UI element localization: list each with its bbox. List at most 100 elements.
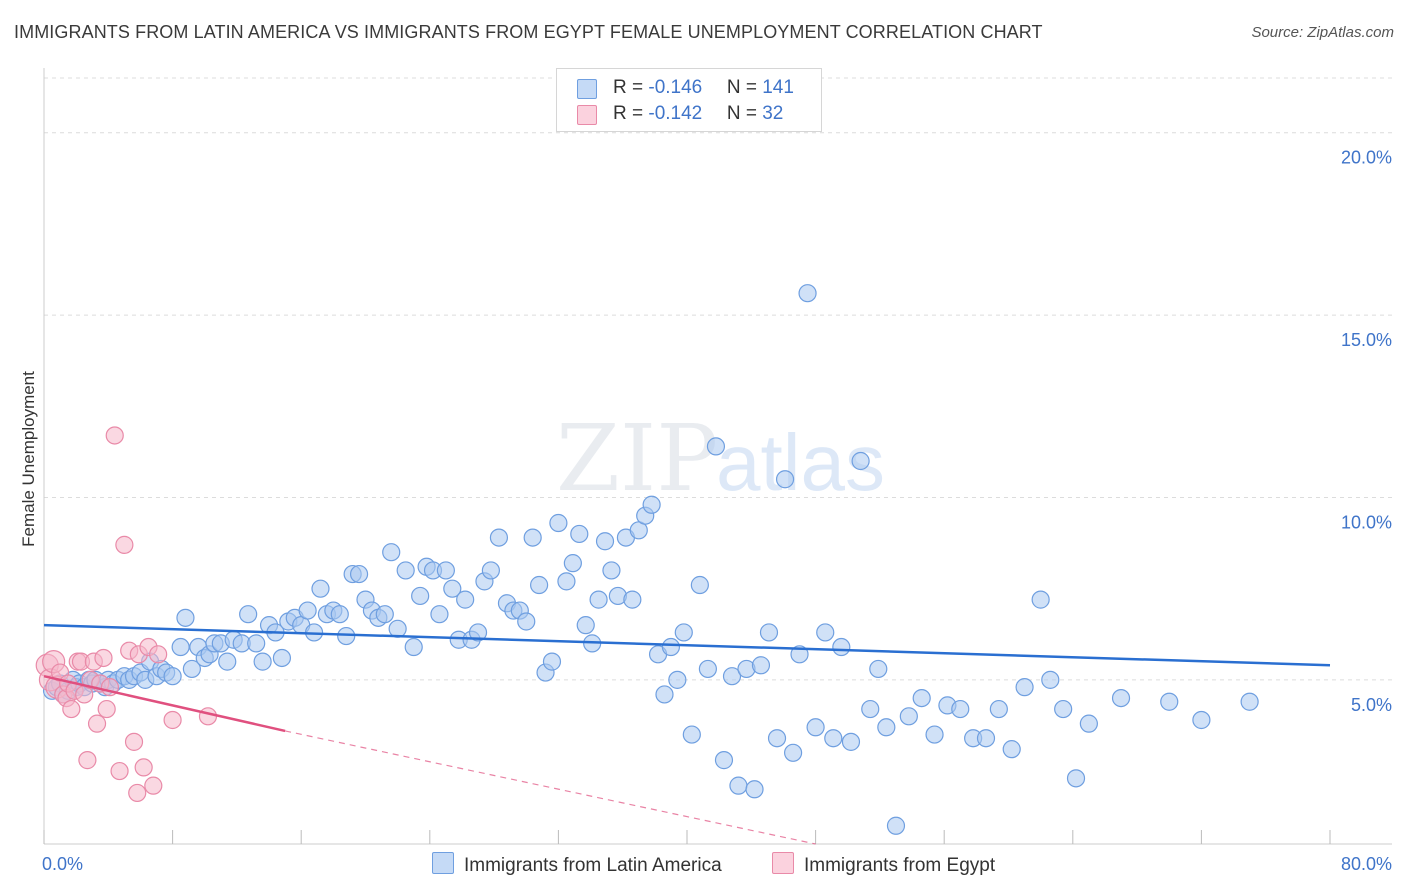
- point-latin-america: [706, 437, 726, 456]
- point-latin-america: [682, 725, 701, 744]
- point-latin-america: [1160, 692, 1179, 711]
- point-latin-america: [570, 524, 589, 544]
- n-label: N =: [726, 77, 763, 98]
- point-latin-america: [1002, 740, 1021, 759]
- point-egypt: [163, 710, 182, 730]
- point-latin-america: [595, 532, 615, 551]
- point-latin-america: [767, 729, 787, 748]
- trend-line-latin-america: [43, 623, 1331, 667]
- point-latin-america: [759, 623, 779, 642]
- point-latin-america: [1031, 590, 1050, 609]
- point-latin-america: [549, 513, 568, 533]
- point-latin-america: [951, 699, 970, 719]
- axes: [43, 68, 1392, 845]
- data-points: [35, 284, 1259, 835]
- point-latin-america: [1054, 699, 1073, 719]
- point-latin-america: [989, 699, 1008, 719]
- point-latin-america: [176, 608, 195, 627]
- point-egypt: [149, 645, 168, 664]
- y-tick-label: 5.0%: [1351, 695, 1392, 715]
- point-latin-america: [589, 590, 608, 609]
- legend-swatch-latin-america: [432, 852, 454, 874]
- point-latin-america: [239, 605, 258, 624]
- point-latin-america: [404, 637, 423, 657]
- r-label: R =: [613, 103, 649, 124]
- point-latin-america: [456, 590, 475, 609]
- n-value: 141: [762, 77, 794, 98]
- point-egypt: [144, 776, 163, 795]
- point-latin-america: [523, 528, 542, 547]
- point-latin-america: [824, 729, 843, 748]
- point-latin-america: [1015, 678, 1034, 697]
- chart-title: IMMIGRANTS FROM LATIN AMERICA VS IMMIGRA…: [14, 22, 1043, 42]
- point-latin-america: [563, 554, 582, 573]
- point-egypt: [105, 426, 124, 445]
- point-latin-america: [729, 776, 748, 795]
- point-latin-america: [218, 652, 237, 671]
- point-latin-america: [298, 601, 317, 620]
- point-latin-america: [668, 670, 687, 689]
- point-latin-america: [602, 561, 621, 580]
- point-latin-america: [886, 816, 906, 835]
- point-latin-america: [832, 637, 851, 657]
- point-latin-america: [171, 637, 190, 657]
- point-latin-america: [436, 561, 455, 580]
- point-latin-america: [272, 648, 292, 668]
- point-latin-america: [816, 623, 835, 642]
- point-latin-america: [1240, 692, 1259, 711]
- point-latin-america: [182, 659, 201, 679]
- point-latin-america: [253, 652, 272, 671]
- point-egypt: [198, 707, 218, 726]
- point-latin-america: [1111, 688, 1131, 708]
- source-credit: Source: ZipAtlas.com: [1251, 24, 1394, 41]
- point-latin-america: [806, 718, 825, 737]
- gridlines: [44, 77, 1392, 681]
- point-latin-america: [163, 667, 182, 686]
- n-value: 32: [762, 103, 784, 124]
- point-egypt: [62, 699, 81, 719]
- trend-line-egypt-extension: [284, 730, 816, 845]
- point-egypt: [97, 699, 116, 719]
- point-latin-america: [349, 564, 369, 584]
- point-latin-america: [396, 561, 415, 580]
- y-tick-label: 20.0%: [1341, 148, 1392, 168]
- point-latin-america: [337, 626, 356, 646]
- y-axis-label: Female Unemployment: [19, 371, 38, 547]
- x-tick-label: 0.0%: [42, 854, 83, 874]
- point-latin-america: [714, 751, 734, 770]
- point-latin-america: [375, 605, 394, 624]
- x-tick-label: 80.0%: [1341, 854, 1392, 874]
- point-latin-america: [247, 634, 266, 653]
- point-latin-america: [576, 616, 595, 635]
- point-latin-america: [661, 637, 681, 657]
- point-latin-america: [330, 605, 349, 624]
- point-latin-america: [642, 495, 661, 514]
- correlation-legend: R = -0.146 N = 141 R = -0.142 N = 32: [556, 68, 822, 132]
- legend-label: Immigrants from Latin America: [464, 855, 722, 876]
- legend-label: Immigrants from Egypt: [804, 855, 996, 876]
- point-latin-america: [530, 575, 549, 595]
- legend-swatch-egypt: [772, 852, 794, 874]
- point-egypt: [124, 732, 144, 751]
- point-latin-america: [1041, 670, 1060, 689]
- point-egypt: [134, 758, 153, 777]
- point-egypt: [115, 535, 134, 554]
- point-latin-america: [674, 623, 693, 642]
- point-latin-america: [557, 572, 576, 591]
- point-latin-america: [899, 707, 918, 726]
- point-latin-america: [388, 619, 407, 638]
- point-egypt: [128, 783, 147, 803]
- point-latin-america: [690, 575, 709, 595]
- point-latin-america: [722, 667, 742, 686]
- point-egypt: [94, 648, 113, 668]
- point-latin-america: [481, 561, 500, 580]
- point-latin-america: [783, 743, 803, 762]
- point-latin-america: [841, 732, 861, 751]
- y-tick-label: 10.0%: [1341, 512, 1392, 532]
- point-latin-america: [411, 586, 430, 606]
- point-latin-america: [655, 685, 674, 704]
- point-latin-america: [775, 470, 795, 489]
- trend-line-egypt: [43, 674, 286, 733]
- point-latin-america: [1079, 714, 1098, 733]
